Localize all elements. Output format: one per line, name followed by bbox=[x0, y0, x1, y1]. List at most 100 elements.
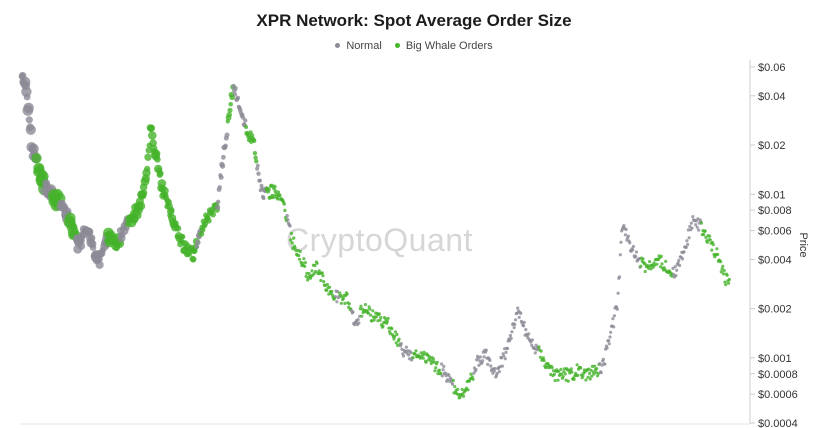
point-normal bbox=[484, 348, 488, 352]
point-normal bbox=[601, 357, 606, 361]
point-big-whale-order bbox=[437, 368, 441, 372]
point-big-whale-order bbox=[557, 369, 561, 373]
point-big-whale-order bbox=[70, 224, 78, 231]
point-big-whale-order bbox=[424, 360, 428, 364]
point-big-whale-order bbox=[593, 364, 597, 368]
point-normal bbox=[223, 143, 228, 149]
point-normal bbox=[533, 351, 537, 355]
y-axis-label: Price bbox=[797, 232, 809, 257]
point-normal bbox=[218, 174, 224, 180]
point-big-whale-order bbox=[716, 252, 720, 257]
point-big-whale-order bbox=[292, 236, 296, 240]
point-big-whale-order bbox=[168, 206, 175, 214]
point-normal bbox=[626, 234, 630, 238]
point-normal bbox=[616, 291, 620, 295]
point-normal bbox=[335, 300, 339, 304]
point-normal bbox=[622, 224, 626, 228]
point-normal bbox=[514, 318, 518, 322]
point-big-whale-order bbox=[251, 138, 257, 144]
point-big-whale-order bbox=[541, 356, 546, 360]
y-tick-label: $0.008 bbox=[758, 205, 792, 217]
point-normal bbox=[611, 317, 615, 321]
point-big-whale-order bbox=[343, 301, 347, 305]
point-big-whale-order bbox=[431, 357, 436, 361]
point-big-whale-order bbox=[559, 367, 563, 371]
legend-item-normal[interactable]: Normal bbox=[335, 40, 382, 52]
point-big-whale-order bbox=[433, 369, 437, 373]
point-big-whale-order bbox=[363, 303, 367, 307]
y-tick-label: $0.001 bbox=[758, 353, 792, 365]
point-big-whale-order bbox=[366, 311, 370, 315]
point-big-whale-order bbox=[31, 153, 42, 164]
point-big-whale-order bbox=[705, 240, 710, 244]
point-normal bbox=[236, 95, 240, 100]
point-big-whale-order bbox=[153, 149, 161, 158]
point-big-whale-order bbox=[649, 267, 653, 271]
point-normal bbox=[217, 185, 222, 190]
point-normal bbox=[634, 250, 639, 254]
point-normal bbox=[440, 362, 444, 366]
point-normal bbox=[634, 254, 638, 258]
point-big-whale-order bbox=[381, 324, 385, 328]
point-normal bbox=[447, 373, 451, 378]
point-big-whale-order bbox=[379, 315, 383, 320]
point-big-whale-order bbox=[721, 272, 726, 276]
point-big-whale-order bbox=[390, 327, 394, 331]
point-normal bbox=[357, 321, 361, 325]
point-big-whale-order bbox=[553, 379, 557, 383]
point-big-whale-order bbox=[289, 238, 293, 242]
point-big-whale-order bbox=[372, 318, 376, 322]
point-big-whale-order bbox=[561, 375, 565, 379]
point-normal bbox=[492, 369, 496, 373]
point-normal bbox=[286, 218, 290, 222]
point-normal bbox=[605, 346, 609, 350]
point-big-whale-order bbox=[328, 285, 332, 289]
point-big-whale-order bbox=[154, 156, 161, 163]
point-big-whale-order bbox=[385, 319, 389, 323]
point-big-whale-order bbox=[141, 189, 148, 196]
point-big-whale-order bbox=[646, 264, 650, 268]
point-big-whale-order bbox=[297, 253, 301, 258]
point-big-whale-order bbox=[293, 246, 297, 250]
point-big-whale-order bbox=[297, 257, 302, 261]
point-big-whale-order bbox=[563, 372, 567, 376]
legend-label-big-whale-orders: Big Whale Orders bbox=[405, 40, 493, 52]
point-normal bbox=[599, 371, 603, 375]
point-big-whale-order bbox=[320, 271, 324, 275]
point-big-whale-order bbox=[325, 288, 329, 292]
point-normal bbox=[522, 320, 526, 324]
point-big-whale-order bbox=[174, 225, 182, 232]
point-big-whale-order bbox=[377, 312, 381, 316]
point-normal bbox=[503, 357, 507, 361]
point-big-whale-order bbox=[37, 170, 49, 182]
legend-item-big-whale-orders[interactable]: Big Whale Orders bbox=[394, 40, 493, 52]
point-big-whale-order bbox=[711, 243, 715, 247]
point-normal bbox=[285, 214, 289, 218]
point-normal bbox=[482, 355, 486, 359]
point-big-whale-order bbox=[471, 377, 475, 381]
point-normal bbox=[694, 223, 698, 227]
point-normal bbox=[687, 236, 691, 240]
point-big-whale-order bbox=[210, 211, 217, 218]
point-normal bbox=[612, 325, 616, 329]
point-big-whale-order bbox=[660, 262, 664, 266]
point-normal bbox=[401, 354, 406, 358]
point-big-whale-order bbox=[704, 235, 708, 239]
point-big-whale-order bbox=[148, 131, 157, 140]
point-big-whale-order bbox=[393, 330, 398, 334]
point-normal bbox=[25, 116, 33, 124]
point-normal bbox=[95, 260, 104, 269]
point-big-whale-order bbox=[149, 139, 157, 147]
point-big-whale-order bbox=[439, 371, 443, 375]
point-big-whale-order bbox=[198, 231, 205, 237]
point-big-whale-order bbox=[556, 378, 560, 382]
point-big-whale-order bbox=[322, 280, 326, 284]
point-big-whale-order bbox=[563, 367, 567, 371]
point-big-whale-order bbox=[722, 268, 726, 273]
point-big-whale-order bbox=[244, 125, 249, 129]
point-normal bbox=[675, 268, 679, 272]
point-normal bbox=[493, 367, 497, 371]
point-big-whale-order bbox=[275, 196, 280, 201]
point-big-whale-order bbox=[724, 283, 728, 287]
point-big-whale-order bbox=[537, 345, 541, 349]
